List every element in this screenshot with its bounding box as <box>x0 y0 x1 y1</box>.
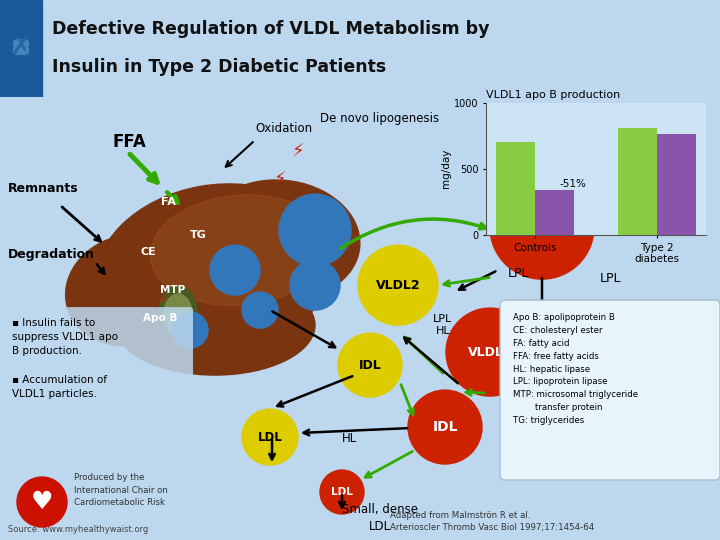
Text: LPL: LPL <box>600 272 621 285</box>
Circle shape <box>408 390 482 464</box>
Ellipse shape <box>96 184 334 356</box>
Text: Adapted from Malmströn R et al.
Arterioscler Thromb Vasc Biol 1997;17:1454-64: Adapted from Malmströn R et al. Arterios… <box>390 511 594 532</box>
Text: VLDL2: VLDL2 <box>376 279 420 292</box>
Text: HL: HL <box>342 432 357 445</box>
FancyBboxPatch shape <box>2 307 193 433</box>
Ellipse shape <box>14 39 29 55</box>
Text: CE: CE <box>140 247 156 257</box>
Text: LPL
HL: LPL HL <box>433 314 453 336</box>
Text: LDL: LDL <box>331 487 353 497</box>
Text: Produced by the
International Chair on
Cardiometabolic Risk: Produced by the International Chair on C… <box>74 473 168 507</box>
Text: VLDL1: VLDL1 <box>515 220 569 235</box>
Y-axis label: mg/day: mg/day <box>441 149 451 188</box>
Text: IDL: IDL <box>359 359 382 372</box>
Text: FA: FA <box>161 197 176 207</box>
Circle shape <box>358 245 438 325</box>
Text: Apo B: apolipoprotein B
CE: cholesteryl ester
FA: fatty acid
FFA: free fatty aci: Apo B: apolipoprotein B CE: cholesteryl … <box>513 313 638 425</box>
Text: Degradation: Degradation <box>8 248 95 261</box>
Circle shape <box>242 409 298 465</box>
Text: Remnants: Remnants <box>8 182 78 195</box>
Text: LPL: LPL <box>508 267 529 280</box>
Bar <box>496 142 535 235</box>
Ellipse shape <box>159 286 197 338</box>
Bar <box>535 190 574 235</box>
Circle shape <box>320 470 364 514</box>
Text: VLDL2: VLDL2 <box>468 346 513 359</box>
Text: ⚡: ⚡ <box>292 143 305 161</box>
FancyBboxPatch shape <box>500 300 720 480</box>
Bar <box>618 128 657 235</box>
Circle shape <box>17 477 67 527</box>
Circle shape <box>290 260 340 310</box>
Text: -51%: -51% <box>559 179 586 188</box>
Circle shape <box>279 194 351 266</box>
Text: IDL: IDL <box>432 420 458 434</box>
Text: VLDL1 apo B production: VLDL1 apo B production <box>486 90 620 100</box>
Text: MTP: MTP <box>161 285 186 295</box>
Circle shape <box>242 292 278 328</box>
Text: FFA: FFA <box>113 133 147 151</box>
Text: Apo B: Apo B <box>143 313 177 323</box>
Ellipse shape <box>66 234 194 346</box>
Circle shape <box>210 245 260 295</box>
Text: Oxidation: Oxidation <box>255 122 312 135</box>
Circle shape <box>172 312 208 348</box>
Ellipse shape <box>200 180 360 300</box>
Ellipse shape <box>164 294 192 334</box>
Circle shape <box>446 308 534 396</box>
Ellipse shape <box>14 39 29 55</box>
Text: Source: www.myhealthywaist.org: Source: www.myhealthywaist.org <box>8 525 148 534</box>
Circle shape <box>490 175 594 279</box>
Text: ▪ Accumulation of
VLDL1 particles.: ▪ Accumulation of VLDL1 particles. <box>12 375 107 399</box>
Bar <box>657 134 696 235</box>
Bar <box>0 0 42 97</box>
Text: De novo lipogenesis: De novo lipogenesis <box>320 112 439 125</box>
Text: ⚡: ⚡ <box>274 171 287 189</box>
Text: Defective Regulation of VLDL Metabolism by: Defective Regulation of VLDL Metabolism … <box>52 20 490 38</box>
Text: ♥: ♥ <box>31 490 53 514</box>
Text: ▪ Insulin fails to
suppress VLDL1 apo
B production.: ▪ Insulin fails to suppress VLDL1 apo B … <box>12 318 118 356</box>
Ellipse shape <box>115 275 315 375</box>
Ellipse shape <box>150 195 330 306</box>
Text: TG: TG <box>189 230 207 240</box>
Text: ⚡: ⚡ <box>158 294 168 308</box>
Text: ✗: ✗ <box>11 35 32 59</box>
Text: LDL: LDL <box>258 430 282 443</box>
Circle shape <box>338 333 402 397</box>
Text: Insulin in Type 2 Diabetic Patients: Insulin in Type 2 Diabetic Patients <box>52 58 386 76</box>
Text: Small, dense
LDL: Small, dense LDL <box>342 503 418 533</box>
